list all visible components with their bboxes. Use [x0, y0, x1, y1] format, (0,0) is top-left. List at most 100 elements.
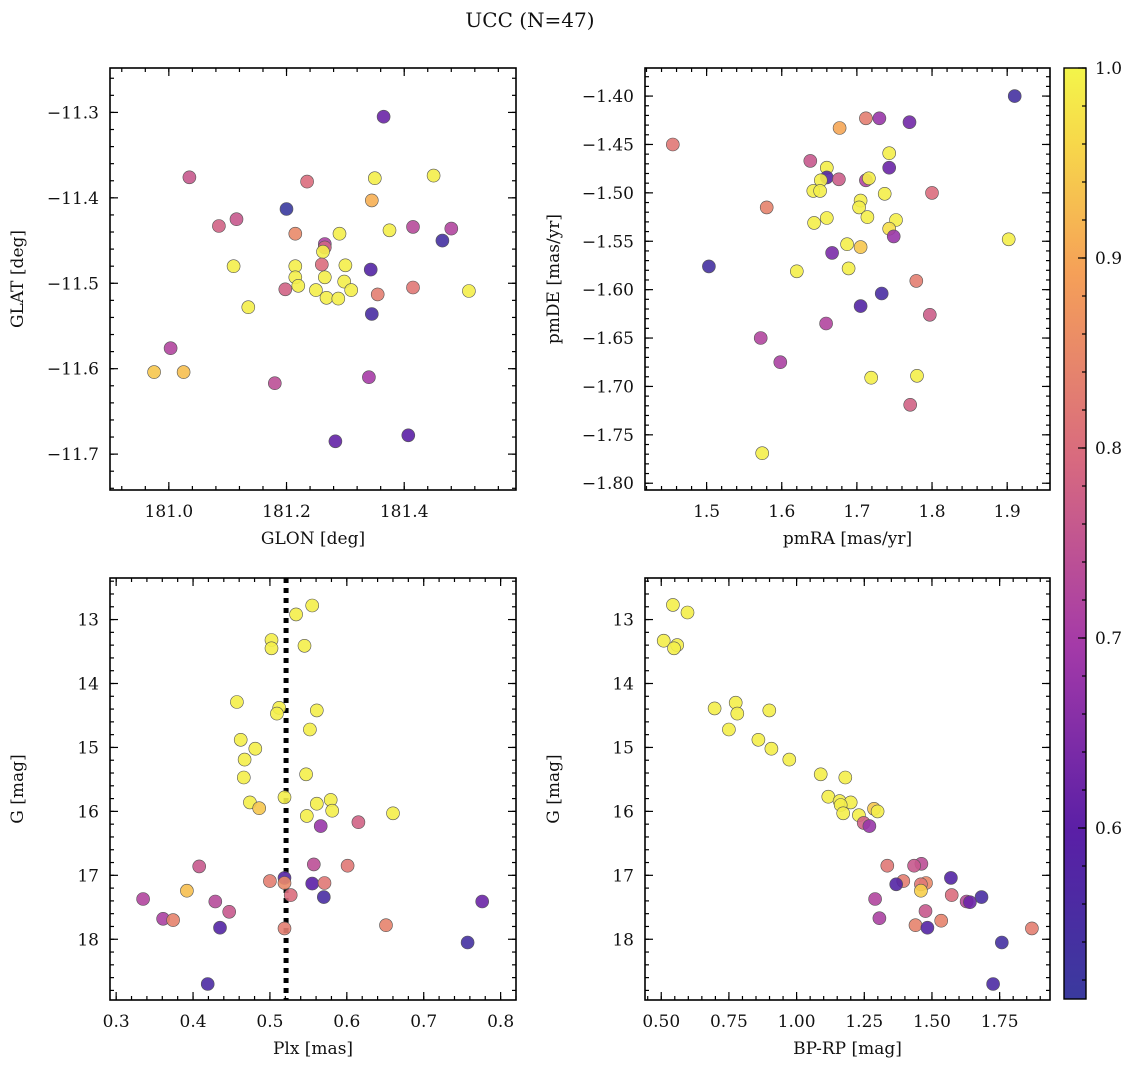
scatter-point — [289, 607, 303, 622]
scatter-point — [332, 226, 347, 241]
x-tick-label: 0.3 — [103, 1012, 130, 1032]
scatter-point — [702, 259, 716, 274]
scatter-point — [762, 703, 777, 718]
scatter-point — [325, 803, 340, 818]
scatter-point — [974, 890, 989, 904]
y-tick-label: −1.55 — [582, 232, 634, 252]
x-tick-label: 1.25 — [845, 1012, 883, 1032]
x-tick-label: 1.9 — [994, 502, 1021, 522]
scatter-point — [944, 888, 959, 902]
y-tick-label: 14 — [612, 675, 634, 695]
scatter-point — [241, 300, 256, 315]
scatter-point — [444, 221, 459, 236]
scatter-point — [832, 121, 847, 135]
scatter-point — [722, 722, 736, 737]
scatter-point — [386, 806, 400, 821]
scatter-point — [314, 257, 329, 272]
scatter-point — [860, 210, 875, 224]
scatter-point — [870, 804, 885, 819]
y-tick-label: −1.50 — [582, 184, 634, 204]
scatter-point — [222, 904, 236, 919]
scatter-point — [163, 341, 178, 356]
scatter-point — [229, 212, 244, 226]
scatter-point — [868, 892, 882, 906]
scatter-point — [309, 703, 324, 718]
scatter-point — [918, 904, 933, 918]
scatter-point — [782, 752, 797, 767]
x-tick-label: 1.00 — [778, 1012, 816, 1032]
panel-4: 0.50 0.75 1.00 1.25 1.50 1.75 13 14 15 16 17 18 BP-R… — [544, 577, 1051, 1059]
scatter-point — [180, 883, 194, 898]
scatter-point — [707, 701, 722, 716]
scatter-point — [862, 171, 876, 186]
x-tick-label: 1.6 — [768, 502, 795, 522]
scatter-point — [313, 819, 328, 833]
plot-frame — [109, 67, 517, 491]
scatter-point — [907, 858, 921, 873]
scatter-point — [279, 202, 294, 216]
scatter-point — [288, 226, 303, 241]
colorbar-gradient — [1063, 67, 1087, 1000]
y-tick-label: −1.60 — [582, 281, 634, 301]
scatter-point — [226, 259, 241, 274]
scatter-point — [1025, 921, 1039, 936]
y-tick-label: 13 — [77, 611, 99, 631]
scatter-point — [363, 262, 378, 277]
plot-frame — [109, 577, 517, 1001]
figure-title: UCC (N=47) — [465, 8, 594, 32]
x-tick-label: 1.50 — [913, 1012, 951, 1032]
scatter-point — [299, 809, 314, 823]
scatter-point — [882, 146, 897, 160]
scatter-point — [297, 638, 312, 653]
y-axis-label: pmDE [mas/yr] — [544, 214, 564, 344]
panel-1: 181.0 181.2 181.4 −11.3 −11.4 −11.5 −11.6 −11.7… — [8, 67, 517, 549]
scatter-point — [841, 261, 856, 276]
scatter-point — [886, 229, 901, 244]
panel-3: 0.3 0.4 0.5 0.6 0.7 0.8 13 14 15 16 17 18 Plx [mas] G… — [8, 577, 517, 1059]
scatter-point — [230, 695, 244, 709]
scatter-point — [233, 732, 248, 747]
x-tick-label: 181.4 — [380, 502, 429, 522]
scatter-point — [306, 857, 321, 872]
scatter-point — [922, 307, 937, 322]
scatter-point — [819, 316, 833, 331]
x-tick-label: 1.75 — [981, 1012, 1019, 1032]
scatter-point — [351, 815, 366, 830]
scatter-point — [475, 894, 490, 909]
x-tick-label: 0.7 — [410, 1012, 437, 1032]
y-tick-label: 18 — [77, 930, 99, 950]
scatter-point — [270, 706, 284, 721]
scatter-point — [877, 187, 892, 201]
scatter-point — [316, 244, 330, 259]
scatter-point — [656, 633, 671, 648]
scatter-point — [753, 331, 768, 345]
scatter-point — [852, 200, 866, 215]
colorbar-tick-label: 0.7 — [1095, 629, 1122, 649]
y-tick-label: −1.40 — [582, 87, 634, 107]
y-tick-label: −11.4 — [47, 189, 99, 209]
scatter-point — [309, 283, 323, 297]
scatter-point — [838, 770, 853, 785]
scatter-point — [963, 895, 977, 910]
y-tick-label: −1.45 — [582, 135, 634, 155]
scatter-point — [832, 172, 846, 187]
scatter-point — [665, 137, 680, 152]
scatter-point — [237, 752, 252, 767]
scatter-point — [208, 894, 223, 909]
scatter-point — [237, 770, 251, 785]
scatter-point — [764, 741, 779, 756]
scatter-point — [819, 211, 834, 225]
scatter-point — [751, 732, 766, 747]
scatter-point — [903, 397, 918, 412]
scatter-point — [331, 291, 346, 306]
scatter-point — [192, 859, 206, 874]
y-axis-label: GLAT [deg] — [8, 230, 28, 328]
scatter-point — [182, 170, 197, 185]
scatter-point — [836, 806, 851, 821]
scatter-point — [920, 920, 935, 935]
scatter-point — [305, 876, 320, 891]
y-tick-label: −11.3 — [47, 103, 99, 123]
x-tick-label: 1.8 — [919, 502, 946, 522]
scatter-point — [264, 641, 279, 656]
scatter-point — [200, 977, 215, 991]
